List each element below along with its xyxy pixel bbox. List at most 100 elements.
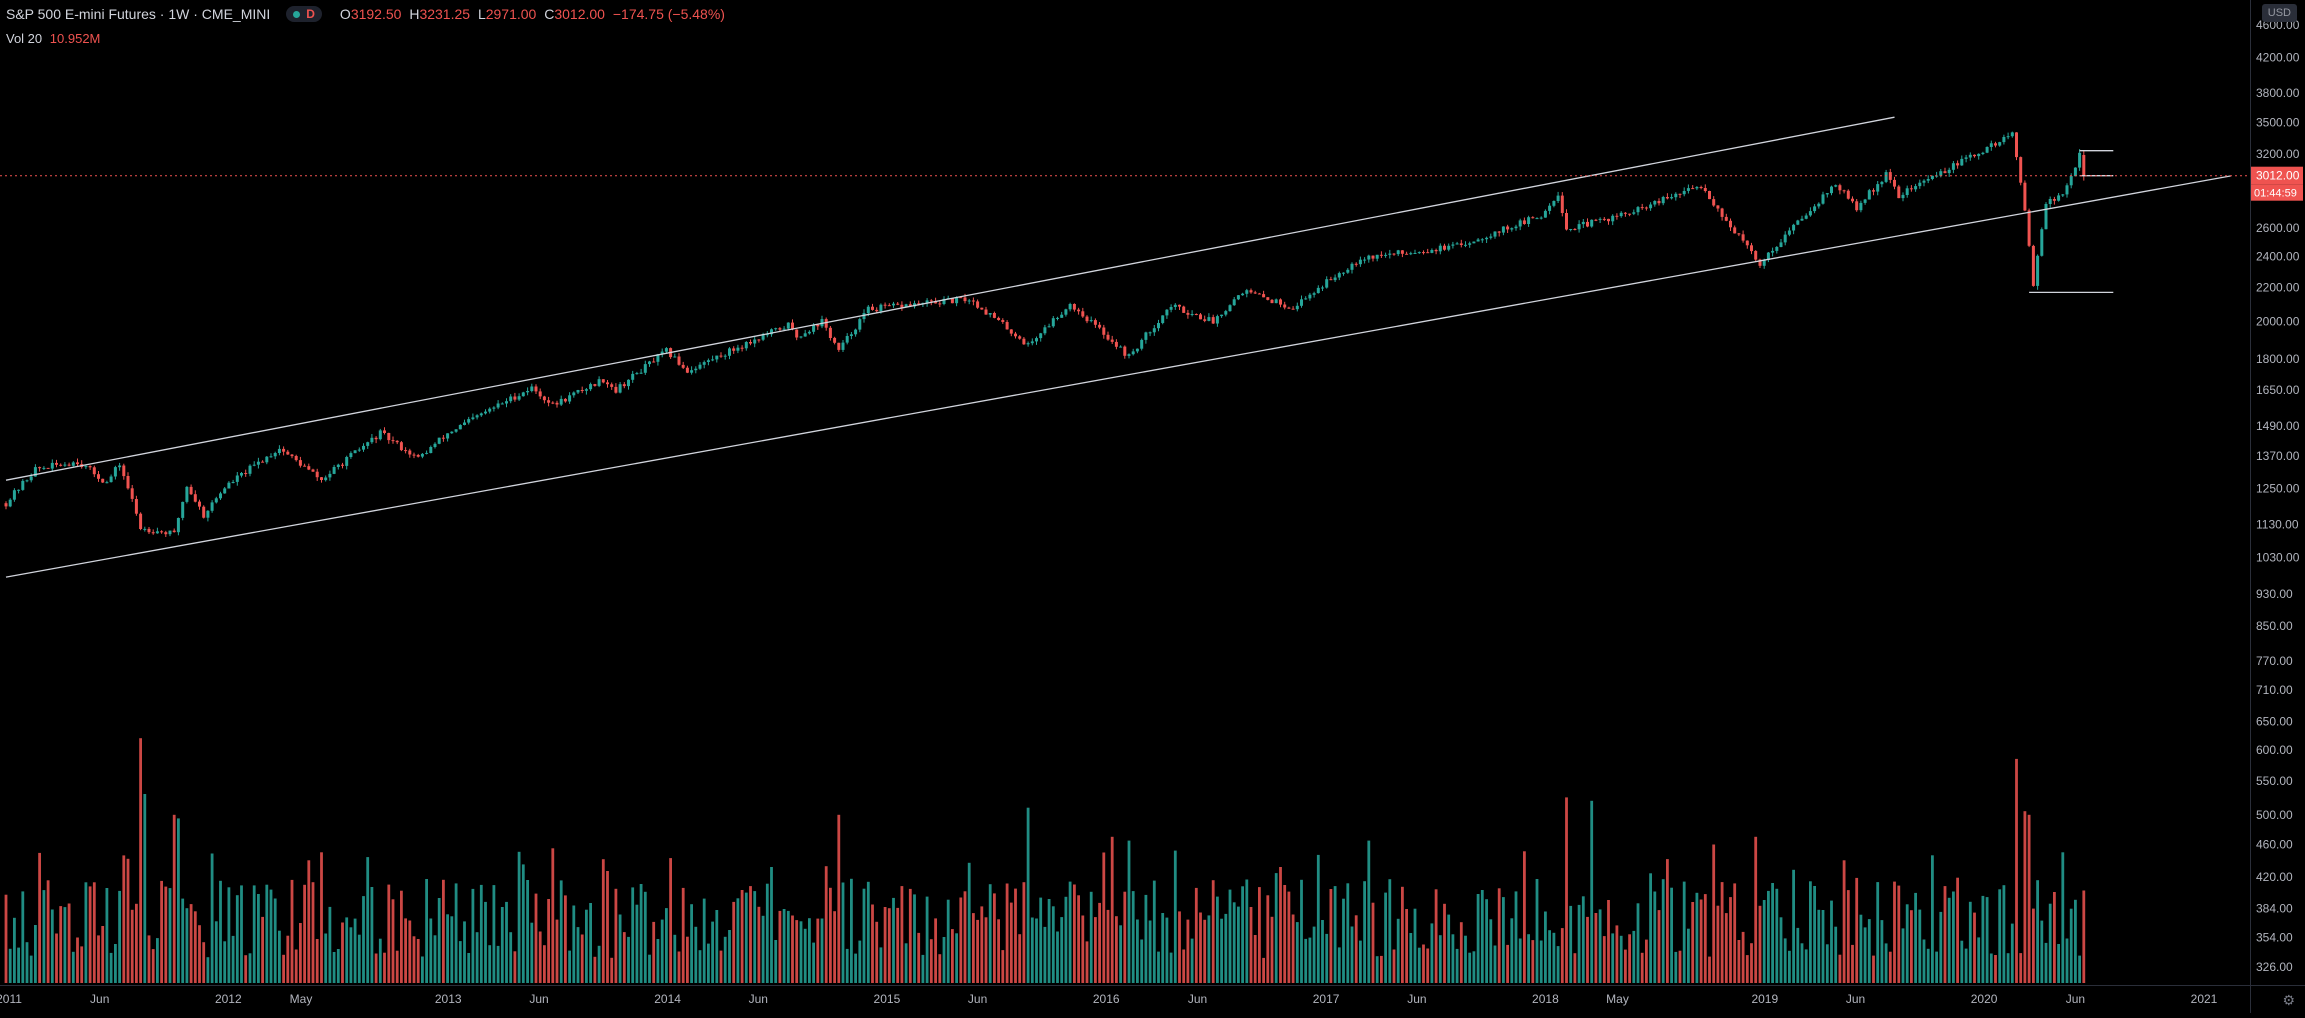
volume-bar [2044, 942, 2048, 983]
candle-body [2048, 199, 2052, 204]
volume-bar [1531, 940, 1535, 983]
candle-body [980, 307, 984, 310]
candle-body [526, 391, 530, 393]
volume-bar [1657, 910, 1661, 983]
volume-bar [946, 899, 950, 983]
volume-bar [1333, 886, 1337, 983]
volume-bar [770, 867, 773, 983]
gear-icon[interactable]: ⚙ [2282, 992, 2295, 1008]
volume-bar [1607, 900, 1610, 983]
volume-bar [934, 918, 937, 983]
candle-body [1068, 304, 1072, 310]
volume-bar [913, 894, 916, 983]
candle-body [357, 449, 361, 451]
candle-body [1186, 312, 1190, 315]
volume-value: 10.952M [49, 31, 101, 46]
candle-body [664, 348, 668, 352]
candle-body [1607, 218, 1610, 222]
price-tick-label: 500.00 [2256, 808, 2293, 822]
volume-bar [1998, 889, 2002, 983]
volume-bar [223, 941, 227, 983]
candle-body [349, 453, 353, 457]
candle-body [1724, 216, 1728, 221]
volume-bar [711, 921, 714, 983]
volume-bar [454, 883, 458, 983]
volume-bar [1695, 892, 1699, 983]
time-tick-label: Jun [749, 992, 768, 1006]
volume-bar [1636, 903, 1640, 983]
volume-bar [744, 892, 748, 983]
candle-body [1716, 205, 1720, 209]
candle-body [988, 313, 992, 315]
time-tick-label: 2011 [0, 992, 22, 1006]
candle-body [1459, 243, 1463, 245]
volume-bar [850, 878, 853, 983]
interval-badge: D [306, 7, 315, 21]
candle-body [139, 513, 143, 529]
candle-body [1266, 297, 1270, 300]
volume-bar [370, 887, 374, 983]
volume-bar [521, 864, 525, 983]
volume-bar [1354, 915, 1358, 983]
volume-bar [517, 851, 521, 983]
volume-bar [1169, 952, 1173, 983]
time-tick-label: 2012 [215, 992, 242, 1006]
market-status-pill[interactable]: D [286, 6, 322, 22]
candle-body [282, 448, 286, 452]
volume-bar [387, 884, 391, 983]
currency-button[interactable]: USD [2261, 4, 2297, 22]
candle-body [1880, 181, 1884, 185]
volume-bar [778, 910, 782, 983]
candle-body [778, 328, 782, 330]
price-tick-label: 1250.00 [2256, 482, 2300, 496]
candle-body [1203, 319, 1207, 321]
candle-body [1207, 317, 1211, 321]
candle-body [366, 442, 370, 446]
ohlc-high-key: H [409, 6, 420, 22]
volume-bar [1056, 931, 1059, 983]
volume-bar [1813, 886, 1816, 983]
volume-bar [362, 896, 365, 983]
candle-body [1531, 217, 1535, 219]
candle-body [1838, 185, 1842, 191]
candle-body [517, 396, 521, 400]
candle-body [105, 482, 109, 484]
symbol-title[interactable]: S&P 500 E-mini Futures · 1W · CME_MINI [6, 6, 271, 22]
volume-bar [1493, 945, 1497, 983]
volume-legend[interactable]: Vol 20 10.952M [6, 31, 100, 46]
volume-bar [1863, 927, 1867, 983]
candle-body [1733, 227, 1737, 234]
candle-body [883, 304, 887, 306]
volume-bar [1737, 940, 1741, 983]
candle-body [1758, 259, 1762, 266]
volume-bar [2078, 955, 2081, 983]
candle-body [1977, 153, 1981, 157]
volume-bar [290, 879, 294, 983]
volume-bar [955, 933, 958, 983]
candle-body [1127, 354, 1131, 356]
candle-body [1123, 346, 1127, 356]
candle-body [1737, 233, 1741, 235]
volume-bar [1325, 933, 1329, 983]
volume-bar [1834, 926, 1838, 983]
volume-bar [177, 818, 180, 983]
price-tick-label: 550.00 [2256, 774, 2293, 788]
volume-bar [951, 929, 954, 983]
candle-body [206, 510, 210, 518]
candle-body [959, 297, 963, 299]
volume-bar [80, 946, 84, 983]
volume-bar [1359, 940, 1362, 983]
candle-body [715, 355, 719, 360]
volume-bar [1194, 887, 1198, 983]
volume-bar [1880, 920, 1884, 983]
candle-body [76, 462, 79, 465]
volume-bar [980, 906, 984, 983]
candle-body [441, 437, 445, 439]
candle-body [1686, 188, 1690, 191]
time-tick-label: 2016 [1093, 992, 1120, 1006]
volume-bar [530, 922, 534, 983]
candle-body [963, 297, 967, 302]
volume-bar [1527, 934, 1530, 983]
